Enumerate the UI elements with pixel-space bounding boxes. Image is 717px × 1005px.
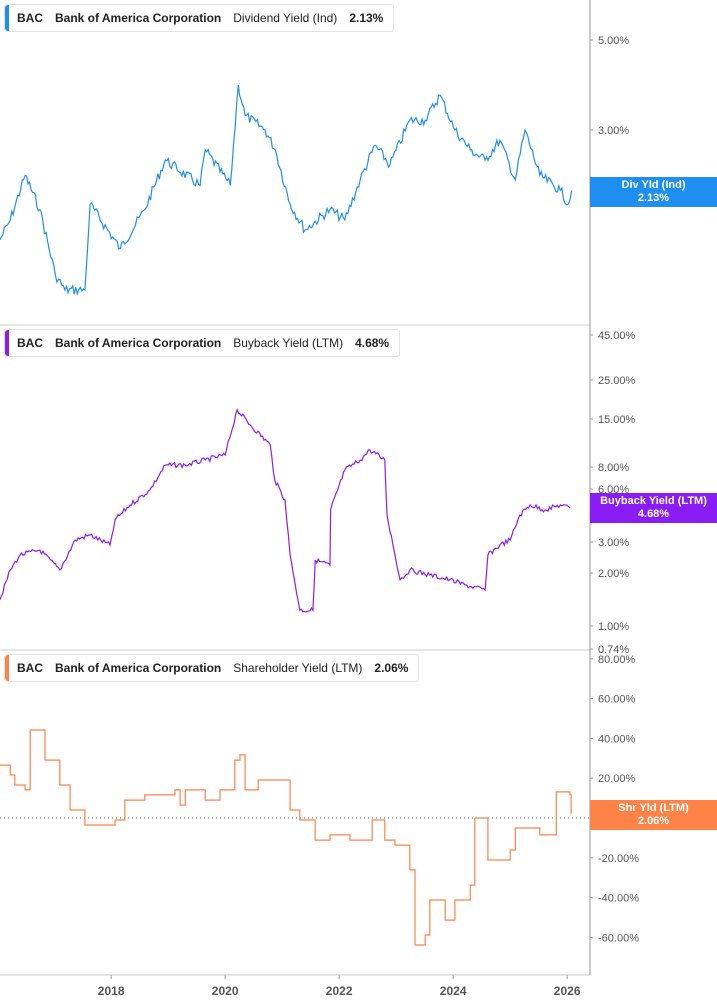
legend-company: Bank of America Corporation <box>55 661 222 675</box>
legend-ticker: BAC <box>17 336 43 350</box>
badge-label: Div Yld (Ind) <box>621 179 686 191</box>
badge-label: Shr Yld (LTM) <box>618 802 689 814</box>
y-tick-label: 40.00% <box>598 733 636 745</box>
y-tick-label: 20.00% <box>598 773 636 785</box>
legend-ticker: BAC <box>17 11 43 25</box>
y-tick-label: 3.00% <box>598 537 629 549</box>
legend-company: Bank of America Corporation <box>55 336 222 350</box>
y-tick-label: 0.74% <box>598 644 629 656</box>
last-value-badge-shareholder: Shr Yld (LTM) 2.06% <box>590 800 717 830</box>
y-tick-label: -60.00% <box>598 932 639 944</box>
y-tick-label: 60.00% <box>598 694 636 706</box>
legend-dividend-yield[interactable]: BAC Bank of America Corporation Dividend… <box>4 4 395 32</box>
legend-shareholder-yield[interactable]: BAC Bank of America Corporation Sharehol… <box>4 654 420 682</box>
y-tick-label: 1.00% <box>598 621 629 633</box>
legend-company: Bank of America Corporation <box>55 11 222 25</box>
legend-buyback-yield[interactable]: BAC Bank of America Corporation Buyback … <box>4 329 401 357</box>
last-value-badge-buyback: Buyback Yield (LTM) 4.68% <box>590 493 717 523</box>
badge-value: 2.06% <box>637 815 670 827</box>
legend-metric: Buyback Yield (LTM) <box>233 336 344 350</box>
y-tick-label: 2.00% <box>598 568 629 580</box>
y-tick-label: -40.00% <box>598 893 639 905</box>
last-value-badge-dividend: Div Yld (Ind) 2.13% <box>590 177 717 207</box>
legend-value: 2.06% <box>374 661 409 675</box>
y-tick-label: 8.00% <box>598 462 629 474</box>
buyback-yield-line <box>0 408 571 613</box>
legend-value: 4.68% <box>355 336 390 350</box>
y-tick-label: -20.00% <box>598 853 639 865</box>
series-color-marker <box>5 655 9 681</box>
badge-label: Buyback Yield (LTM) <box>600 495 707 507</box>
x-tick-label: 2020 <box>212 984 239 998</box>
shareholder-yield-line <box>0 729 572 946</box>
x-tick-label: 2018 <box>98 984 125 998</box>
y-tick-label: 5.00% <box>598 35 629 47</box>
legend-metric: Dividend Yield (Ind) <box>233 11 338 25</box>
y-tick-label: 45.00% <box>598 330 636 342</box>
x-tick-label: 2026 <box>554 984 581 998</box>
legend-metric: Shareholder Yield (LTM) <box>233 661 363 675</box>
legend-ticker: BAC <box>17 661 43 675</box>
y-tick-label: 3.00% <box>598 125 629 137</box>
badge-value: 4.68% <box>637 508 670 520</box>
y-tick-label: 15.00% <box>598 414 636 426</box>
x-tick-label: 2024 <box>440 984 467 998</box>
badge-value: 2.13% <box>637 192 670 204</box>
x-tick-label: 2022 <box>326 984 353 998</box>
dividend-yield-line <box>0 85 573 296</box>
series-color-marker <box>5 330 9 356</box>
y-tick-label: 25.00% <box>598 375 636 387</box>
series-color-marker <box>5 5 9 31</box>
legend-value: 2.13% <box>349 11 384 25</box>
y-tick-label: 80.00% <box>598 654 636 666</box>
